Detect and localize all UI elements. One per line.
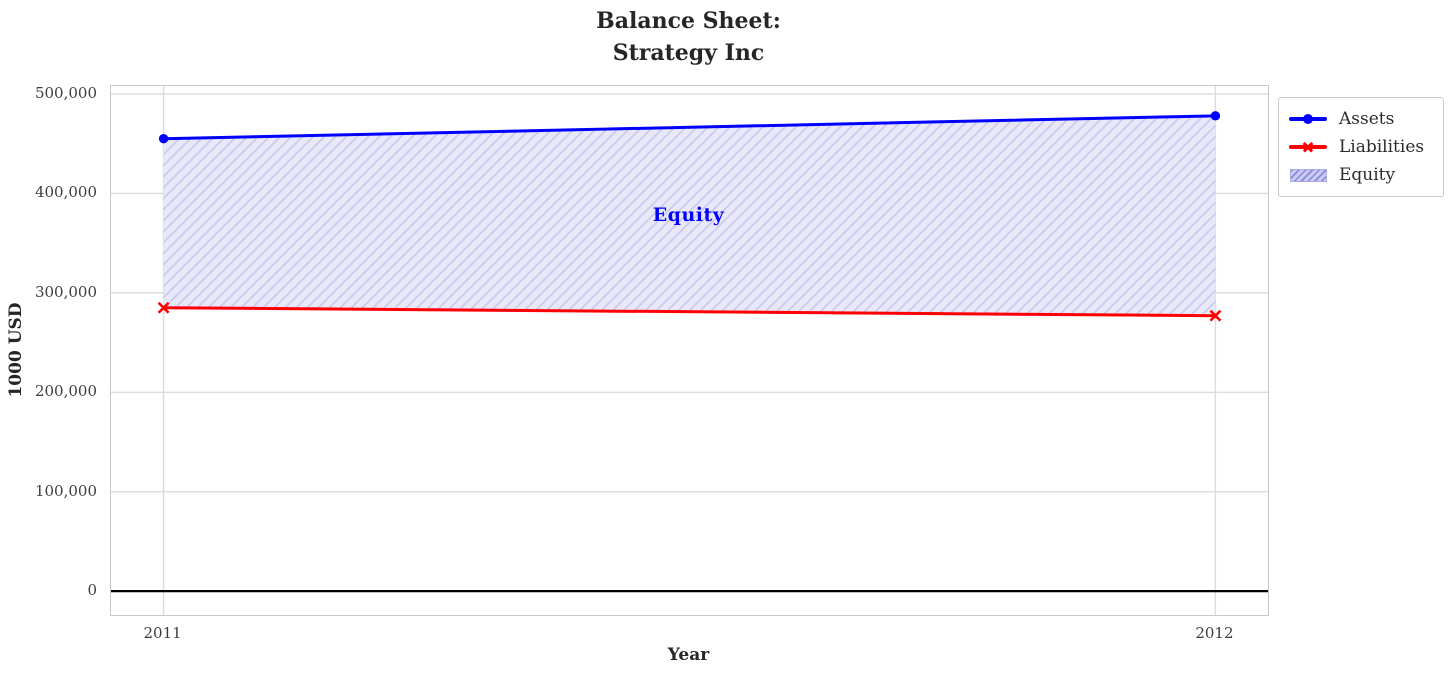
- legend-assets-dot: [1303, 114, 1313, 124]
- equity-annotation: Equity: [652, 204, 725, 227]
- chart-title-line-2: Strategy Inc: [612, 40, 765, 66]
- chart-title-line-1: Balance Sheet:: [596, 8, 781, 34]
- chart-title: Balance Sheet: Strategy Inc: [0, 5, 1377, 69]
- legend-item-assets: Assets: [1289, 105, 1433, 133]
- legend-label-equity: Equity: [1339, 165, 1396, 185]
- legend-label-liabilities: Liabilities: [1339, 137, 1425, 157]
- y-tick-label: 200,000: [34, 382, 97, 401]
- liabilities-line-marker-icon: [1289, 139, 1327, 155]
- y-tick-label: 400,000: [34, 183, 97, 202]
- plot-area: [110, 85, 1269, 616]
- y-tick-label: 500,000: [34, 83, 97, 102]
- x-axis-label: Year: [667, 645, 710, 665]
- x-tick-label: 2012: [1195, 624, 1234, 642]
- y-tick-label: 100,000: [34, 481, 97, 500]
- y-tick-label: 300,000: [34, 282, 97, 301]
- x-tick-label: 2011: [143, 624, 182, 642]
- legend-item-liabilities: Liabilities: [1289, 133, 1433, 161]
- y-tick-label: 0: [87, 581, 97, 600]
- plot-canvas: [111, 86, 1268, 615]
- assets-line-marker-icon: [1289, 111, 1327, 127]
- legend-label-assets: Assets: [1339, 109, 1395, 129]
- legend-item-equity: Equity: [1289, 161, 1433, 189]
- legend-equity-swatch: [1289, 168, 1327, 182]
- equity-hatch-swatch-icon: [1289, 167, 1327, 183]
- legend: Assets Liabilities Equity: [1278, 97, 1444, 197]
